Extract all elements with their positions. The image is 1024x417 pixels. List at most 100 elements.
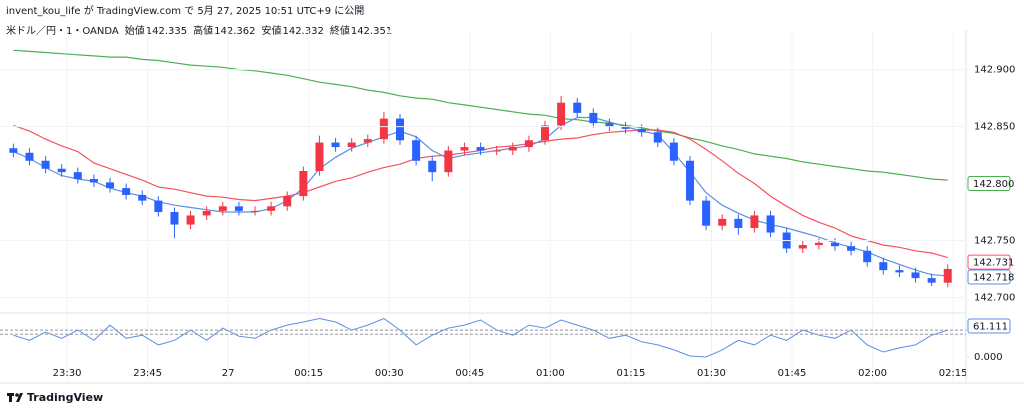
legend: 米ドル／円・1・OANDA 始値 142.335 高値 142.362 安値 142.332…: [6, 24, 392, 37]
candle-body: [718, 218, 727, 226]
y-tick-label: 142.900: [974, 65, 1015, 76]
candle-body: [299, 171, 308, 197]
candle-body: [911, 272, 920, 279]
candle-body: [331, 142, 340, 148]
candle-body: [41, 160, 50, 169]
symbol: 米ドル／円・1・OANDA: [6, 24, 119, 37]
ohlc-value: 142.362: [214, 26, 255, 37]
ohlc-value: 142.335: [146, 26, 187, 37]
candle-body: [170, 212, 179, 225]
candle-body: [154, 200, 163, 213]
oscillator-label-box: [967, 318, 1011, 334]
candle-body: [637, 128, 646, 133]
candle-body: [122, 188, 131, 195]
candle-body: [508, 147, 517, 151]
candle-body: [589, 112, 598, 124]
x-tick-label: 23:30: [53, 368, 82, 379]
x-tick-label: 00:30: [375, 368, 404, 379]
candle-body: [186, 215, 195, 225]
candle-body: [557, 102, 566, 126]
x-tick-label: 01:30: [697, 368, 726, 379]
candle-body: [766, 215, 775, 233]
x-tick-label: 01:15: [617, 368, 646, 379]
price-label: 142.800: [973, 179, 1014, 190]
candle-body: [847, 246, 856, 251]
candle-body: [218, 206, 227, 211]
candle-body: [25, 152, 34, 161]
candle-body: [428, 160, 437, 173]
candle-body: [605, 123, 614, 127]
y-tick-label: 0.000: [974, 352, 1003, 363]
brand-logo: [7, 393, 23, 402]
candle-body: [653, 132, 662, 143]
candle-body: [202, 210, 211, 216]
candle-body: [830, 242, 839, 247]
x-tick-label: 01:00: [536, 368, 565, 379]
x-tick-label: 00:45: [455, 368, 484, 379]
price-label: 142.731: [973, 258, 1014, 269]
oscillator-line: [13, 317, 948, 358]
y-tick-label: 142.700: [974, 292, 1015, 303]
candle-body: [251, 210, 260, 212]
candle-body: [573, 102, 582, 113]
brand-name: TradingView: [27, 391, 103, 404]
ohlc-value: 142.351: [351, 26, 392, 37]
ohlc-label: 始値: [125, 24, 145, 37]
publish-header: invent_kou_life が TradingView.com で 5月 2…: [6, 4, 364, 17]
candle-body: [798, 245, 807, 249]
candle-body: [621, 126, 630, 129]
x-tick-label: 00:15: [294, 368, 323, 379]
price-label-box: [967, 254, 1011, 270]
candle-body: [750, 215, 759, 228]
candle-body: [460, 147, 469, 151]
oscillator-label: 61.111: [973, 322, 1008, 333]
candle-body: [702, 200, 711, 226]
candle-body: [9, 148, 18, 153]
candle-body: [412, 140, 421, 161]
candle-body: [283, 196, 292, 207]
x-tick-label: 01:45: [778, 368, 807, 379]
candle-body: [685, 160, 694, 201]
candle-body: [363, 139, 372, 143]
candle-body: [863, 250, 872, 263]
candle-body: [347, 142, 356, 148]
candle-body: [669, 142, 678, 161]
candle-body: [734, 218, 743, 228]
moving-average: [13, 49, 948, 181]
ohlc-label: 高値: [193, 24, 213, 37]
moving-average: [13, 116, 948, 277]
candle-body: [315, 142, 324, 172]
y-tick-label: 142.850: [974, 122, 1015, 133]
candle-body: [476, 147, 485, 151]
candle-body: [943, 268, 952, 283]
candle-body: [106, 182, 115, 189]
candle-body: [524, 140, 533, 148]
candle-body: [138, 194, 147, 201]
candle-body: [379, 118, 388, 140]
candle-body: [234, 206, 243, 211]
candle-body: [895, 270, 904, 273]
price-label: 142.718: [973, 272, 1014, 283]
price-label-box: [967, 269, 1011, 285]
x-tick-label: 02:15: [939, 368, 968, 379]
candle-body: [814, 242, 823, 246]
ohlc-value: 142.332: [282, 26, 323, 37]
x-tick-label: 02:00: [858, 368, 887, 379]
candle-body: [541, 125, 549, 141]
x-tick-label: 23:45: [133, 368, 162, 379]
plot-area: 23:30 23:45 27 00:15 00:30 00:45 01:00 01:15 01:…: [9, 30, 968, 380]
ohlc-label: 安値: [261, 24, 281, 37]
candle-body: [927, 278, 936, 283]
ohlc-label: 終値: [330, 24, 350, 37]
price-label-box: [967, 176, 1011, 192]
candle-body: [73, 172, 82, 179]
x-tick-label: 27: [222, 368, 235, 379]
candle-body: [396, 118, 405, 141]
candle-body: [492, 150, 501, 152]
candle-body: [57, 168, 66, 173]
candle-body: [267, 206, 276, 211]
candle-body: [89, 178, 98, 183]
candle-body: [879, 262, 888, 271]
